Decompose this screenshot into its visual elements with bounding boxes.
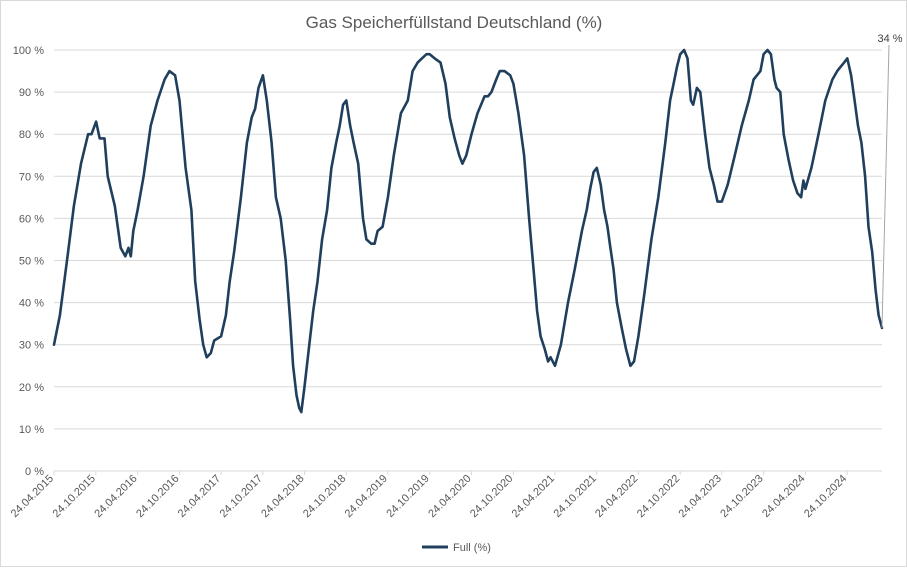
chart-title: Gas Speicherfüllstand Deutschland (%) [306,13,603,32]
x-tick-label: 24.04.2018 [259,473,306,520]
x-tick-label: 24.10.2021 [551,473,598,520]
y-tick-label: 90 % [19,87,44,99]
series-line-full [52,48,884,414]
x-tick-label: 24.04.2019 [343,473,390,520]
y-axis-ticks: 0 % 10 % 20 % 30 % 40 % 50 % 60 % 70 % 80 % 90 % 1… [13,45,44,478]
x-tick-label: 24.04.2022 [593,473,640,520]
y-tick-label: 10 % [19,424,44,436]
x-tick-label: 24.04.2020 [426,473,473,520]
x-tick-label: 24.10.2015 [51,473,98,520]
gridlines [54,49,882,472]
x-tick-label: 24.10.2024 [802,473,849,520]
x-tick-label: 24.10.2016 [134,473,181,520]
legend: Full (%) [422,542,491,554]
x-tick-label: 24.04.2021 [510,473,557,520]
x-axis-ticks: 24.04.201524.10.201524.04.201624.10.2016… [9,471,849,520]
y-tick-label: 50 % [19,256,44,268]
y-tick-label: 100 % [13,45,44,57]
y-tick-label: 80 % [19,129,44,141]
x-tick-label: 24.04.2023 [676,473,723,520]
annotation-label: 34 % [877,33,902,45]
annotation-leader-line [881,44,890,328]
x-tick-label: 24.04.2024 [760,473,807,520]
x-tick-label: 24.10.2023 [718,473,765,520]
x-tick-label: 24.10.2019 [384,473,431,520]
y-tick-label: 0 % [25,466,44,478]
legend-label: Full (%) [453,542,491,554]
x-tick-label: 24.10.2018 [301,473,348,520]
annotation-layer: 34 % [877,33,903,328]
x-tick-label: 24.10.2020 [468,473,515,520]
series-layer [52,48,884,414]
x-tick-label: 24.04.2017 [176,473,223,520]
y-tick-label: 70 % [19,171,44,183]
y-tick-label: 40 % [19,298,44,310]
x-tick-label: 24.04.2016 [92,473,139,520]
y-tick-label: 20 % [19,382,44,394]
x-tick-label: 24.10.2022 [635,473,682,520]
y-tick-label: 30 % [19,340,44,352]
x-tick-label: 24.10.2017 [218,473,265,520]
x-tick-label: 24.04.2015 [9,473,56,520]
y-tick-label: 60 % [19,213,44,225]
